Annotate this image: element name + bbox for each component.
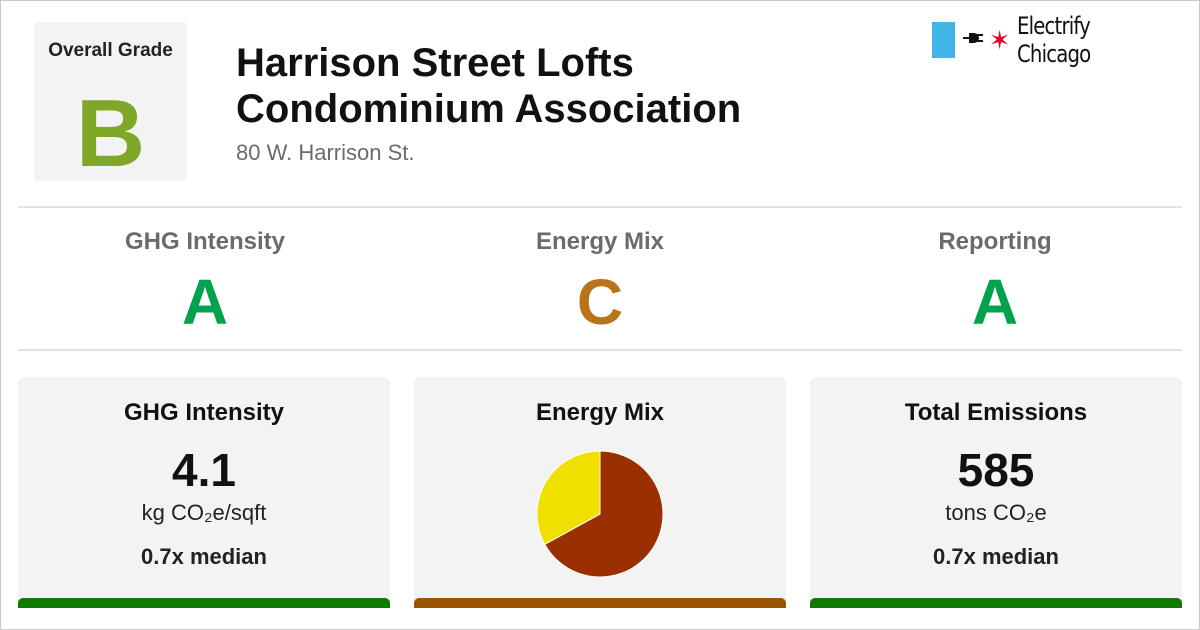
total-emissions-card: Total Emissions 585 tons CO₂e 0.7x media… bbox=[810, 377, 1182, 608]
ghg-card-title: GHG Intensity bbox=[123, 399, 285, 426]
mix-card-bar bbox=[414, 598, 786, 608]
emissions-card-title: Total Emissions bbox=[904, 399, 1088, 426]
star-icon: ✶ bbox=[988, 25, 1011, 55]
overall-grade-letter: B bbox=[75, 80, 146, 187]
emissions-card-bar bbox=[810, 598, 1182, 608]
subgrade-mix: C bbox=[576, 266, 624, 338]
divider-top bbox=[18, 206, 1182, 208]
ghg-card-bar bbox=[18, 598, 390, 608]
pie-slice-primary bbox=[544, 450, 664, 578]
overall-grade-label: Overall Grade bbox=[48, 40, 173, 61]
brand-text: Electrify Chicago bbox=[1016, 12, 1091, 68]
emissions-card-value: 585 bbox=[957, 444, 1035, 496]
brand-logo[interactable]: ✶ Electrify Chicago bbox=[932, 12, 1200, 68]
overall-grade-box: Overall Grade B bbox=[34, 22, 187, 187]
pie-slice-secondary bbox=[536, 450, 601, 546]
flag-bar-icon bbox=[932, 22, 955, 58]
subgrade-reporting: A bbox=[971, 266, 1019, 338]
title-line-2: Condominium Association bbox=[236, 87, 742, 131]
emissions-card-median: 0.7x median bbox=[933, 544, 1059, 569]
ghg-card-value: 4.1 bbox=[172, 444, 236, 496]
ghg-card-unit: kg CO₂e/sqft bbox=[141, 500, 267, 525]
ghg-card-median: 0.7x median bbox=[141, 544, 267, 569]
title-line-1: Harrison Street Lofts bbox=[236, 41, 634, 85]
energy-mix-pie-chart bbox=[536, 450, 664, 578]
energy-mix-card: Energy Mix bbox=[414, 377, 786, 608]
building-address: 80 W. Harrison St. bbox=[236, 140, 415, 165]
subgrade-label-reporting: Reporting bbox=[938, 228, 1052, 255]
plug-icon bbox=[962, 31, 985, 50]
divider-middle bbox=[18, 349, 1182, 351]
mix-card-title: Energy Mix bbox=[535, 399, 665, 426]
subgrade-label-mix: Energy Mix bbox=[535, 228, 665, 255]
subgrade-label-ghg: GHG Intensity bbox=[124, 228, 286, 255]
building-title: Harrison Street Lofts Condominium Associ… bbox=[236, 40, 741, 132]
subgrade-ghg: A bbox=[181, 266, 229, 338]
emissions-card-unit: tons CO₂e bbox=[945, 500, 1047, 525]
ghg-intensity-card: GHG Intensity 4.1 kg CO₂e/sqft 0.7x medi… bbox=[18, 377, 390, 608]
